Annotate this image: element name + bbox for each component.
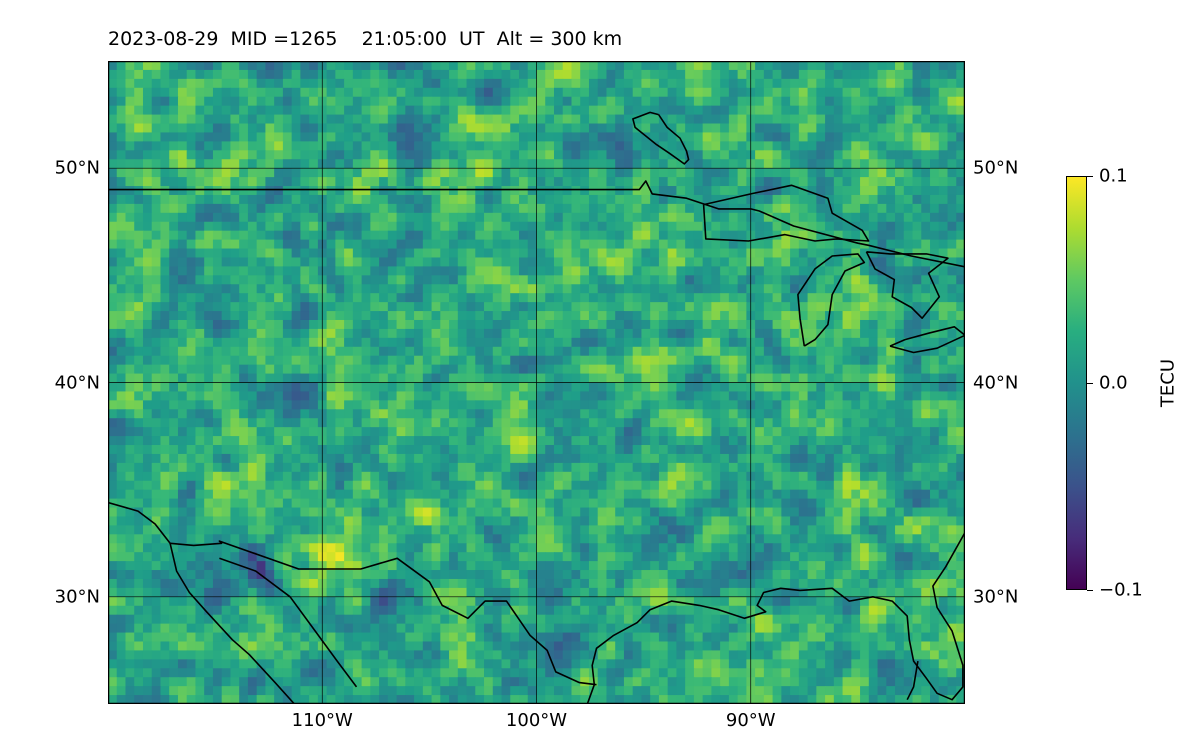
map-title: 2023-08-29 MID =1265 21:05:00 UT Alt = 3… (108, 28, 623, 50)
lat-tick-label: 50°N (54, 157, 100, 179)
coastline (108, 180, 965, 268)
coastline (591, 532, 965, 701)
lat-tick-label: 30°N (973, 586, 1019, 608)
coastline (906, 660, 919, 701)
colorbar-tick-mark (1087, 590, 1093, 591)
coastline (108, 501, 597, 686)
lat-tick-label: 40°N (973, 372, 1019, 393)
tec-heatmap-layer (108, 61, 965, 704)
coastline (632, 111, 690, 165)
lon-tick-label: 100°W (505, 710, 568, 731)
coastline (889, 325, 965, 354)
coastline (797, 253, 866, 347)
coastline (219, 557, 358, 688)
coastline-layer (108, 111, 965, 704)
colorbar-gradient (1066, 176, 1087, 590)
tec-map (108, 61, 965, 704)
lat-tick-label: 40°N (54, 372, 100, 393)
colorbar-tick-mark (1087, 176, 1093, 177)
colorbar-tick-label: −0.1 (1099, 579, 1143, 601)
lat-tick-label: 50°N (973, 157, 1019, 179)
coastline (702, 184, 870, 242)
graticule-layer (108, 61, 965, 704)
colorbar-tick-mark (1087, 383, 1093, 384)
colorbar-label: TECU (1157, 358, 1179, 408)
colorbar (1066, 176, 1087, 590)
lon-tick-label: 90°W (725, 710, 776, 731)
lat-tick-label: 30°N (54, 586, 100, 608)
lon-tick-label: 110°W (291, 710, 353, 731)
colorbar-tick-label: 0.1 (1099, 165, 1128, 187)
coastline (865, 251, 949, 320)
coastline (586, 684, 596, 704)
colorbar-tick-label: 0.0 (1099, 372, 1128, 394)
map-border (108, 61, 965, 704)
coastline (169, 543, 295, 704)
